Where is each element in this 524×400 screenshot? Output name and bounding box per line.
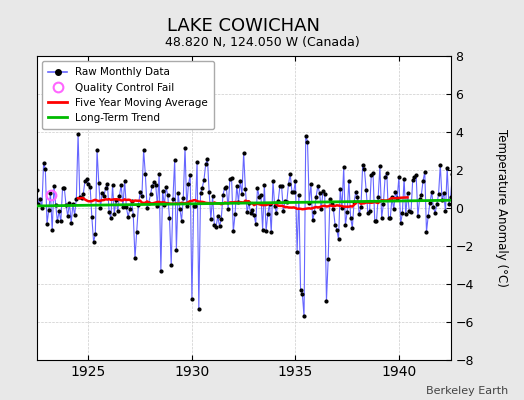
Legend: Raw Monthly Data, Quality Control Fail, Five Year Moving Average, Long-Term Tren: Raw Monthly Data, Quality Control Fail, … [42, 61, 214, 129]
Y-axis label: Temperature Anomaly (°C): Temperature Anomaly (°C) [495, 129, 508, 287]
Text: Berkeley Earth: Berkeley Earth [426, 386, 508, 396]
Text: 48.820 N, 124.050 W (Canada): 48.820 N, 124.050 W (Canada) [165, 36, 359, 49]
Title: LAKE COWICHAN: LAKE COWICHAN [167, 17, 320, 35]
